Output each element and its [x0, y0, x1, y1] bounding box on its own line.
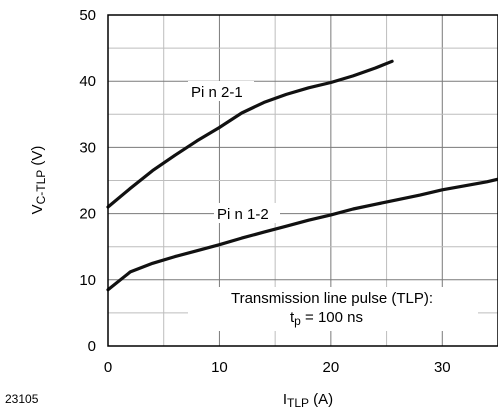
plot-frame: [107, 14, 498, 347]
figure-id: 23105: [5, 392, 39, 406]
annotation-line-2: tp = 100 ns: [290, 309, 363, 328]
y-axis-label-unit: (V): [29, 146, 46, 170]
annotation-p-sub: p: [294, 314, 301, 328]
grid-layer: [108, 15, 498, 346]
x-axis-label: ITLP (A): [283, 391, 333, 410]
x-axis-label-main: I: [283, 391, 287, 408]
series-label-pin-2-1-text: Pi n 2-1: [191, 84, 243, 101]
series-line-1: [106, 59, 394, 209]
x-axis-label-unit: (A): [309, 391, 333, 408]
x-tick-label: 20: [323, 359, 340, 376]
series-label-pin-1-2: Pi n 1-2: [214, 203, 280, 223]
series-label-pin-2-1: Pi n 2-1: [188, 81, 254, 101]
series-layer: [106, 59, 498, 292]
series-line-2: [106, 177, 498, 292]
x-tick-label: 10: [211, 359, 228, 376]
y-axis-label-sub: C-TLP: [34, 170, 48, 205]
y-tick-label: 40: [79, 73, 96, 90]
x-tick-label: 0: [104, 359, 112, 376]
x-tick-label: 30: [434, 359, 451, 376]
y-axis-label-main: V: [29, 204, 46, 214]
tick-layer: 0 10 20 30 0 10 20 30 40 50: [79, 7, 450, 376]
y-tick-label: 10: [79, 272, 96, 289]
series-label-pin-1-2-text: Pi n 1-2: [217, 206, 269, 223]
y-axis-label: VC-TLP (V): [29, 146, 48, 215]
y-tick-label: 0: [88, 338, 96, 355]
annotation-line-1: Transmission line pulse (TLP):: [231, 290, 433, 307]
x-axis-label-sub: TLP: [287, 396, 309, 410]
y-tick-label: 20: [79, 206, 96, 223]
tlp-annotation: Transmission line pulse (TLP): tp = 100 …: [188, 287, 478, 331]
annotation-t: t: [290, 309, 295, 326]
y-tick-label: 50: [79, 7, 96, 24]
y-tick-label: 30: [79, 139, 96, 156]
annotation-rest: = 100 ns: [301, 309, 363, 326]
